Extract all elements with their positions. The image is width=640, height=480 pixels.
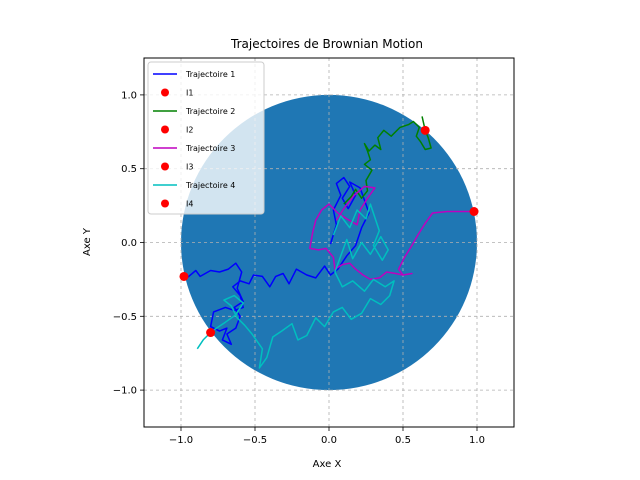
y-tick-label: −0.5 <box>113 312 137 323</box>
legend: Trajectoire 1 I1 Trajectoire 2 I2 Trajectoir… <box>147 61 265 215</box>
y-tick-label: 1.0 <box>121 90 137 101</box>
legend-label-series-2: Trajectoire 2 <box>185 107 235 116</box>
series-line-4 <box>196 203 395 369</box>
y-tick-label: 0.0 <box>121 238 137 249</box>
legend-label-endpoint-4: I4 <box>186 200 193 209</box>
x-tick-label: −1.0 <box>169 435 193 446</box>
series-layer <box>180 116 474 369</box>
y-axis-ticks: −1.0 −0.5 0.0 0.5 1.0 <box>113 90 144 397</box>
endpoint-marker-1 <box>179 271 189 281</box>
y-tick-label: 0.5 <box>121 164 137 175</box>
endpoint-marker-layer <box>179 125 479 338</box>
legend-marker-swatch-1 <box>161 88 169 97</box>
legend-label-series-1: Trajectoire 1 <box>185 70 235 79</box>
endpoint-marker-2 <box>420 125 430 135</box>
chart-title: Trajectoires de Brownian Motion <box>230 37 423 51</box>
legend-label-series-3: Trajectoire 3 <box>185 144 235 153</box>
legend-label-endpoint-1: I1 <box>186 89 193 98</box>
y-tick-label: −1.0 <box>113 386 137 397</box>
x-axis-label: Axe X <box>313 459 342 470</box>
series-line-1 <box>180 176 370 346</box>
legend-box <box>147 61 265 215</box>
legend-label-endpoint-2: I2 <box>186 126 193 135</box>
series-line-3 <box>309 185 474 281</box>
x-axis-ticks: −1.0 −0.5 0.0 0.5 1.0 <box>169 427 485 446</box>
x-tick-label: 0.0 <box>321 435 337 446</box>
y-axis-label: Axe Y <box>82 227 93 256</box>
series-line-2 <box>343 116 432 205</box>
legend-marker-swatch-4 <box>161 199 169 208</box>
legend-marker-swatch-2 <box>161 125 169 134</box>
x-tick-label: 0.5 <box>395 435 411 446</box>
legend-label-series-4: Trajectoire 4 <box>185 181 235 190</box>
x-tick-label: 1.0 <box>469 435 485 446</box>
endpoint-marker-4 <box>206 328 216 338</box>
legend-marker-swatch-3 <box>161 162 169 171</box>
legend-label-endpoint-3: I3 <box>186 163 193 172</box>
x-tick-label: −0.5 <box>243 435 267 446</box>
endpoint-marker-3 <box>469 207 479 217</box>
